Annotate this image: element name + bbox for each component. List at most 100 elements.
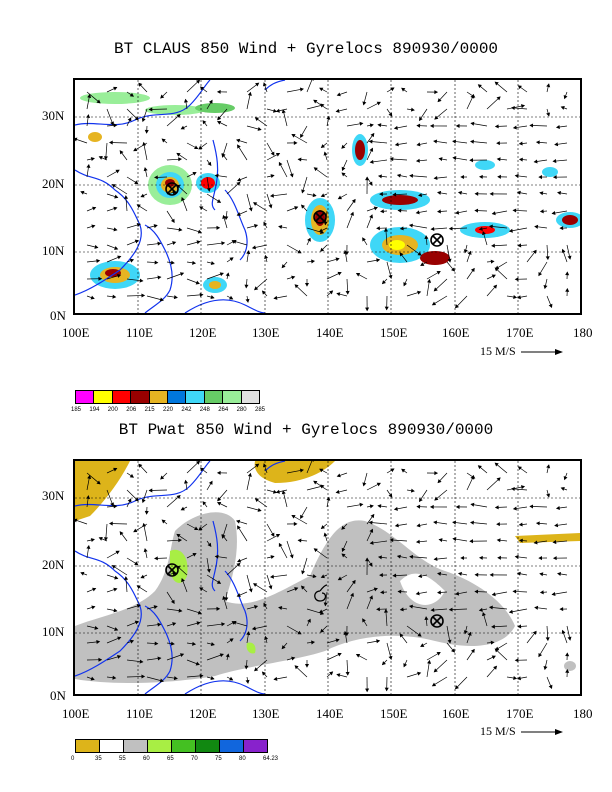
wind-vector: [106, 636, 122, 644]
wind-vector: [433, 659, 448, 673]
wind-vector: [246, 250, 251, 263]
wind-vector: [320, 193, 328, 198]
bottom-colorbar-label: 0: [71, 756, 75, 762]
wind-vector: [126, 498, 132, 508]
top-colorbar-swatch: [75, 390, 95, 404]
bottom-colorbar-swatch: [171, 739, 196, 753]
wind-vector: [545, 244, 550, 261]
wind-vector: [186, 240, 201, 246]
wind-vector: [254, 498, 268, 508]
bottom-lat-label-30n: 30N: [42, 488, 65, 503]
grid-lines: [75, 80, 580, 313]
wind-vector: [86, 474, 92, 491]
wind-vector: [336, 292, 348, 297]
wind-vector: [306, 193, 317, 198]
wind-vector: [126, 108, 139, 121]
wind-vector: [126, 239, 139, 246]
wind-vector: [433, 278, 448, 292]
wind-vector: [430, 226, 448, 232]
top-lon-label-120e: 120E: [189, 325, 217, 340]
wind-vector: [313, 480, 328, 491]
wind-vector: [98, 536, 108, 542]
wind-vector: [518, 522, 528, 527]
wind-vector: [477, 465, 488, 474]
bottom-map-canvas: [75, 461, 580, 694]
wind-vector: [286, 159, 294, 178]
wind-vector: [98, 155, 108, 161]
wind-vector: [529, 504, 548, 509]
wind-vector: [144, 125, 149, 134]
wind-vector: [266, 534, 281, 542]
bottom-reference-vector: 15 M/S: [480, 724, 565, 739]
wind-vector: [86, 544, 91, 559]
wind-vector: [106, 625, 119, 631]
wind-vector: [106, 206, 118, 212]
wind-vector: [106, 193, 119, 199]
top-colorbar: 185 194 200 206 215 220 242 248 264 280 285: [71, 390, 266, 420]
wind-vector: [418, 192, 428, 197]
reference-arrow-icon: [520, 349, 563, 356]
wind-vector: [166, 260, 175, 265]
wind-vector: [86, 258, 101, 263]
wind-vector: [232, 620, 248, 627]
wind-vector: [86, 676, 95, 681]
wind-vector: [497, 555, 508, 560]
wind-vector: [403, 659, 408, 668]
wind-vector: [341, 523, 348, 530]
wind-vector: [554, 523, 568, 528]
wind-vector: [286, 244, 302, 254]
wind-vector: [226, 676, 234, 681]
wind-vector: [304, 659, 310, 668]
wind-vector: [186, 621, 201, 627]
wind-vector: [141, 108, 148, 123]
wind-vector: [86, 605, 96, 610]
wind-vector: [454, 295, 468, 309]
wind-vector: [565, 669, 570, 678]
wind-vector: [86, 91, 101, 104]
wind-vector: [86, 206, 97, 212]
wind-vector: [286, 625, 302, 635]
wind-vector: [406, 290, 422, 297]
wind-vector: [517, 624, 528, 629]
wind-vector: [326, 115, 331, 127]
wind-vector: [535, 140, 548, 145]
wind-vector: [489, 572, 508, 577]
wind-vector: [126, 489, 139, 502]
wind-vector: [217, 120, 228, 127]
wind-vector: [368, 520, 388, 525]
wind-vector: [326, 290, 334, 297]
wind-vector: [516, 295, 528, 300]
wind-vector: [186, 80, 200, 93]
wind-vector: [236, 519, 248, 525]
wind-vector: [326, 271, 342, 280]
coastline: [75, 80, 286, 313]
wind-vector: [291, 515, 308, 525]
wind-vector: [463, 625, 468, 635]
wind-vector: [408, 604, 428, 610]
wind-vector: [221, 534, 228, 542]
wind-vector: [470, 502, 488, 508]
wind-vector: [86, 657, 103, 662]
wind-vector: [466, 475, 475, 491]
wind-vector: [345, 659, 350, 676]
wind-vector: [366, 123, 374, 128]
wind-vector: [477, 84, 488, 93]
wind-vector: [491, 624, 508, 629]
wind-vector: [336, 91, 348, 97]
wind-vector: [326, 671, 334, 678]
wind-vector: [551, 591, 568, 596]
wind-vector: [514, 658, 528, 663]
wind-vector: [366, 482, 381, 491]
bottom-colorbar-label: 35: [95, 756, 102, 762]
wind-vector: [565, 271, 570, 280]
wind-vector: [337, 574, 348, 581]
wind-vector: [457, 190, 468, 195]
wind-vector: [543, 659, 548, 671]
gyre-marker-3: [430, 614, 444, 628]
top-colorbar-label: 285: [255, 407, 266, 413]
wind-vector: [455, 504, 468, 509]
wind-vector: [244, 659, 249, 670]
wind-vector: [106, 244, 119, 250]
wind-vector: [369, 159, 388, 164]
top-map: [73, 78, 582, 315]
